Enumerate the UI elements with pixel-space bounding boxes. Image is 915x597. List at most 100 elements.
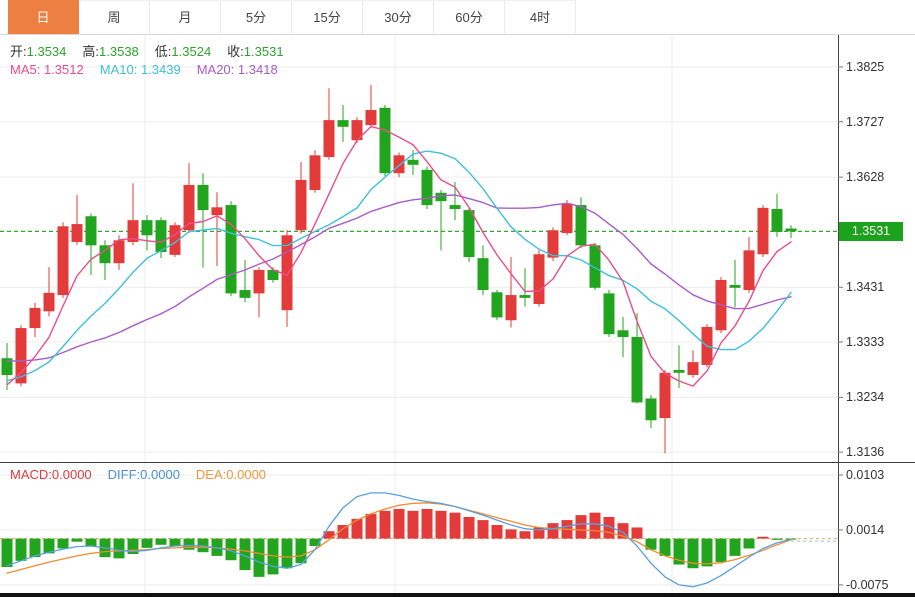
- candle: [71, 195, 83, 245]
- ma5-value: MA5: 1.3512: [10, 62, 84, 77]
- candle: [43, 267, 55, 317]
- macd-bar: [757, 536, 769, 539]
- candle: [351, 117, 363, 144]
- macd-bar: [407, 510, 419, 539]
- macd-bar: [519, 531, 531, 539]
- macd-bar: [71, 538, 83, 542]
- candle: [449, 182, 461, 221]
- macd-bar: [337, 525, 349, 539]
- macd-axis-label: -0.0075: [846, 577, 889, 592]
- candle: [85, 213, 97, 275]
- macd-bar: [295, 538, 307, 564]
- macd-bar: [715, 538, 727, 563]
- candle: [491, 290, 503, 321]
- candle: [589, 243, 601, 291]
- candle: [183, 163, 195, 234]
- candle: [379, 105, 391, 177]
- price-axis-label: 1.3333: [846, 335, 885, 350]
- ma10-line: [6, 150, 792, 382]
- macd-axis-label: 0.0014: [846, 522, 885, 537]
- candle: [169, 222, 181, 258]
- candle: [519, 268, 531, 307]
- candle: [631, 312, 643, 404]
- macd-axis-label: 0.0103: [846, 468, 885, 483]
- macd-bar: [141, 538, 153, 548]
- tab-60min[interactable]: 60分: [434, 0, 505, 34]
- dea-line: [6, 502, 792, 574]
- tab-30min[interactable]: 30分: [363, 0, 434, 34]
- macd-bar: [169, 538, 181, 547]
- macd-bar: [1, 538, 13, 567]
- macd-bar: [659, 538, 671, 556]
- candle: [421, 166, 433, 209]
- candle: [477, 245, 489, 296]
- tab-month[interactable]: 月: [150, 0, 221, 34]
- ma-lines: [6, 125, 792, 387]
- tab-15min[interactable]: 15分: [292, 0, 363, 34]
- price-axis-label: 1.3727: [846, 114, 885, 129]
- high-value: 高:1.3538: [82, 44, 139, 59]
- gridlines: [0, 35, 838, 593]
- open-value: 开:1.3534: [10, 44, 67, 59]
- macd-bar: [155, 538, 167, 545]
- macd-bar: [729, 538, 741, 556]
- macd-bar: [645, 538, 657, 550]
- last-price-tag: 1.3531: [839, 221, 903, 241]
- candle: [253, 267, 265, 318]
- candle: [533, 250, 545, 307]
- candle: [295, 162, 307, 234]
- candle: [141, 215, 153, 251]
- macd-histogram: [1, 508, 797, 577]
- candle: [281, 230, 293, 327]
- price-axis-label: 1.3431: [846, 280, 885, 295]
- macd-bar: [673, 538, 685, 565]
- low-value: 低:1.3524: [154, 44, 212, 59]
- candle: [1, 343, 13, 391]
- tab-4hour[interactable]: 4时: [505, 0, 576, 34]
- candle: [29, 302, 41, 337]
- price-axis-label: 1.3628: [846, 170, 885, 185]
- macd-bar: [43, 538, 55, 554]
- macd-bar: [29, 538, 41, 558]
- macd-bar: [617, 523, 629, 539]
- macd-bar: [323, 531, 335, 539]
- price-axis-label: 1.3234: [846, 390, 885, 405]
- ma20-line: [6, 194, 792, 362]
- candle: [323, 88, 335, 160]
- macd-bar: [631, 527, 643, 539]
- candle: [435, 189, 447, 251]
- price-axis-label: 1.3136: [846, 445, 885, 460]
- candle: [771, 193, 783, 237]
- tab-day[interactable]: 日: [8, 0, 79, 34]
- candle: [197, 173, 209, 268]
- macd-bar: [771, 538, 783, 540]
- macd-bar: [85, 538, 97, 547]
- candle: [463, 207, 475, 263]
- diff-value: DIFF:0.0000: [107, 467, 180, 482]
- candle: [505, 257, 517, 328]
- macd-bar: [701, 538, 713, 567]
- macd-legend: MACD:0.0000 DIFF:0.0000 DEA:0.0000: [10, 467, 266, 482]
- candle: [239, 259, 251, 303]
- candle: [225, 201, 237, 297]
- macd-bar: [309, 538, 321, 547]
- candle: [113, 235, 125, 270]
- tab-week[interactable]: 周: [79, 0, 150, 34]
- ma10-value: MA10: 1.3439: [99, 62, 181, 77]
- macd-bar: [463, 516, 475, 539]
- ma20-value: MA20: 1.3418: [196, 62, 278, 77]
- candle: [99, 240, 111, 280]
- macd-bar: [589, 512, 601, 539]
- macd-bar: [477, 520, 489, 539]
- candle: [687, 350, 699, 378]
- macd-bar: [505, 529, 517, 539]
- ma-legend: MA5: 1.3512 MA10: 1.3439 MA20: 1.3418: [10, 62, 278, 77]
- macd-bar: [15, 538, 27, 561]
- ma5-line: [6, 125, 792, 387]
- candle: [57, 222, 69, 298]
- candles-layer: [1, 84, 797, 454]
- period-tabbar: 日周月 5分 15分 30分 60分 4时: [0, 0, 915, 35]
- tab-5min[interactable]: 5分: [221, 0, 292, 34]
- macd-bar: [435, 510, 447, 539]
